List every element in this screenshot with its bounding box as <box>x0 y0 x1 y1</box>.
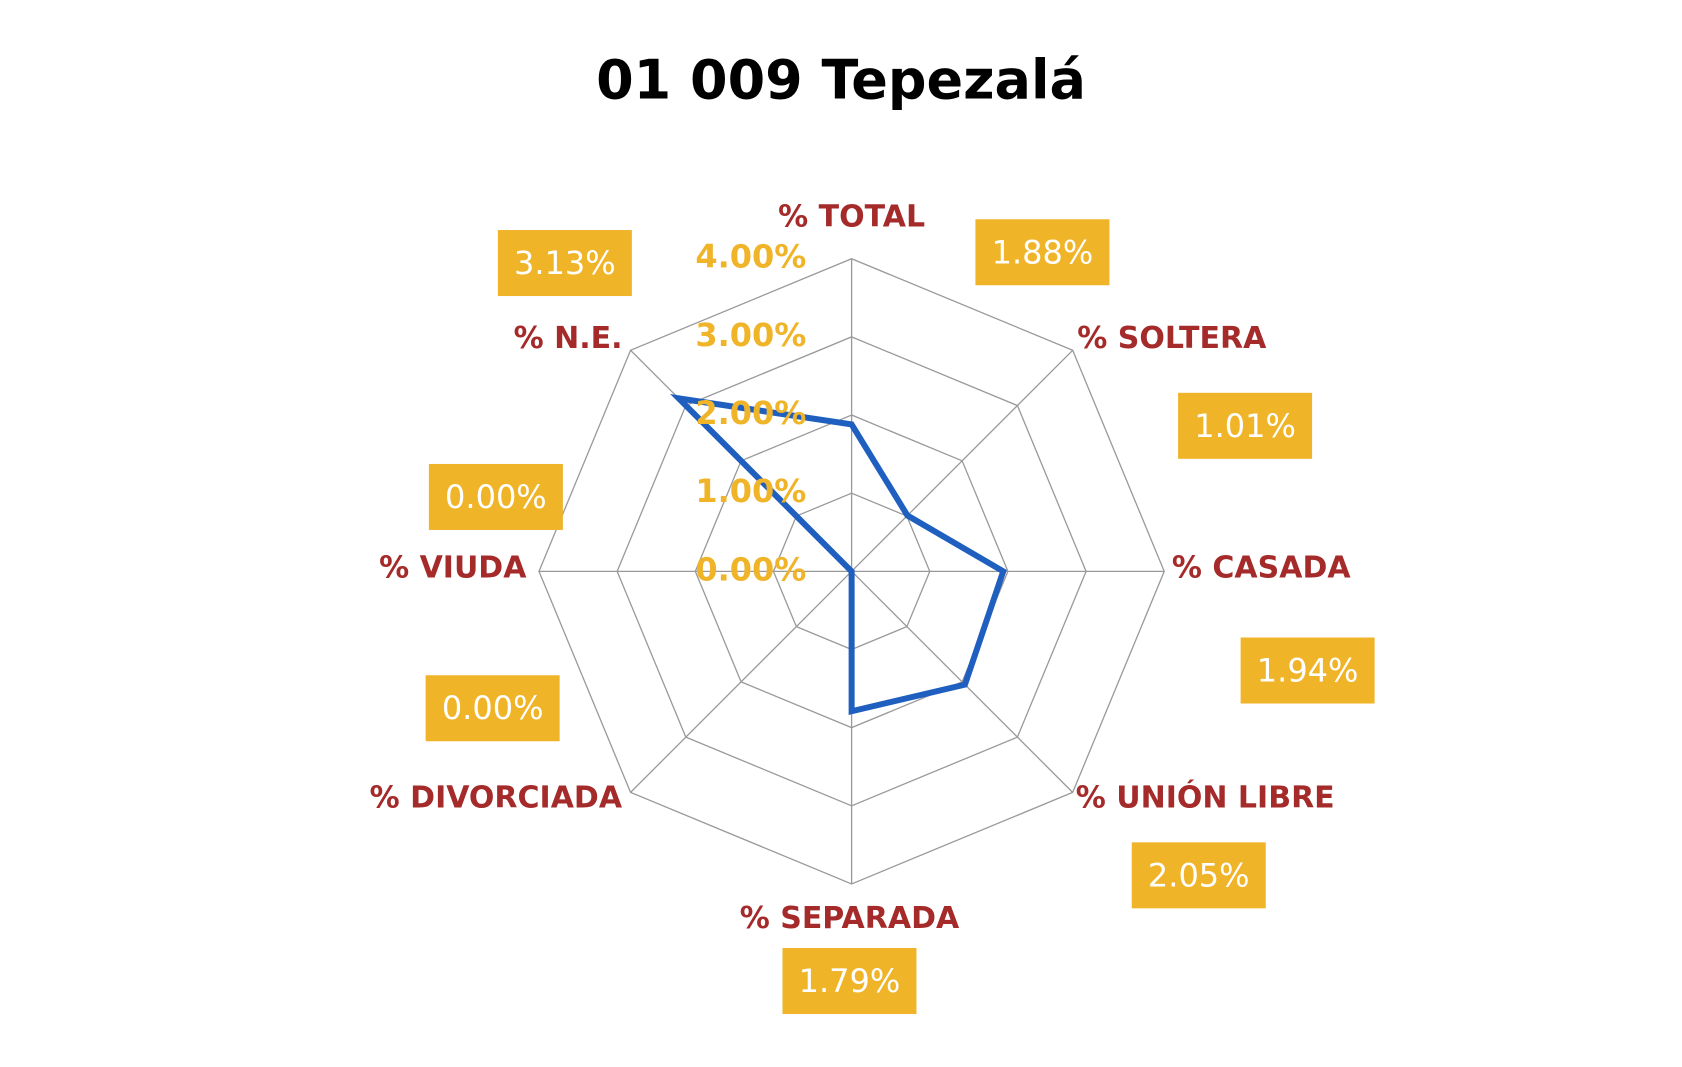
category-label: % TOTAL <box>778 199 925 234</box>
category-label: % UNIÓN LIBRE <box>1076 778 1335 815</box>
spoke <box>851 570 1074 793</box>
value-label-box <box>1178 392 1313 459</box>
y-tick-label: 1.00% <box>695 472 806 510</box>
value-label: 1.79% <box>799 962 901 1000</box>
category-label: % N.E. <box>514 321 623 356</box>
value-label-box <box>497 230 632 297</box>
value-label-box <box>1240 637 1375 704</box>
value-label: 1.01% <box>1194 407 1296 445</box>
y-tick-label: 2.00% <box>695 394 806 432</box>
value-label: 3.13% <box>514 244 616 282</box>
value-label: 2.05% <box>1148 856 1250 894</box>
category-label: % SOLTERA <box>1077 321 1267 356</box>
y-tick-label: 3.00% <box>695 316 806 354</box>
value-label-box <box>1131 842 1266 909</box>
spoke <box>630 570 853 793</box>
value-label-box <box>428 463 563 530</box>
value-label-box <box>975 219 1110 286</box>
value-label-box <box>425 675 560 742</box>
y-tick-label: 4.00% <box>695 238 806 276</box>
value-label-box <box>782 947 917 1014</box>
value-label: 0.00% <box>445 478 547 516</box>
category-label: % CASADA <box>1172 551 1351 586</box>
spoke <box>851 349 1074 572</box>
category-label: % DIVORCIADA <box>370 780 623 815</box>
value-label: 1.88% <box>992 233 1094 271</box>
value-label: 1.94% <box>1257 652 1359 690</box>
value-label: 0.00% <box>442 689 544 727</box>
y-tick-label: 0.00% <box>695 550 806 588</box>
series-line <box>670 394 1007 716</box>
category-label: % VIUDA <box>379 551 527 586</box>
category-label: % SEPARADA <box>740 901 960 936</box>
chart-title: 01 009 Tepezalá <box>596 49 1086 112</box>
